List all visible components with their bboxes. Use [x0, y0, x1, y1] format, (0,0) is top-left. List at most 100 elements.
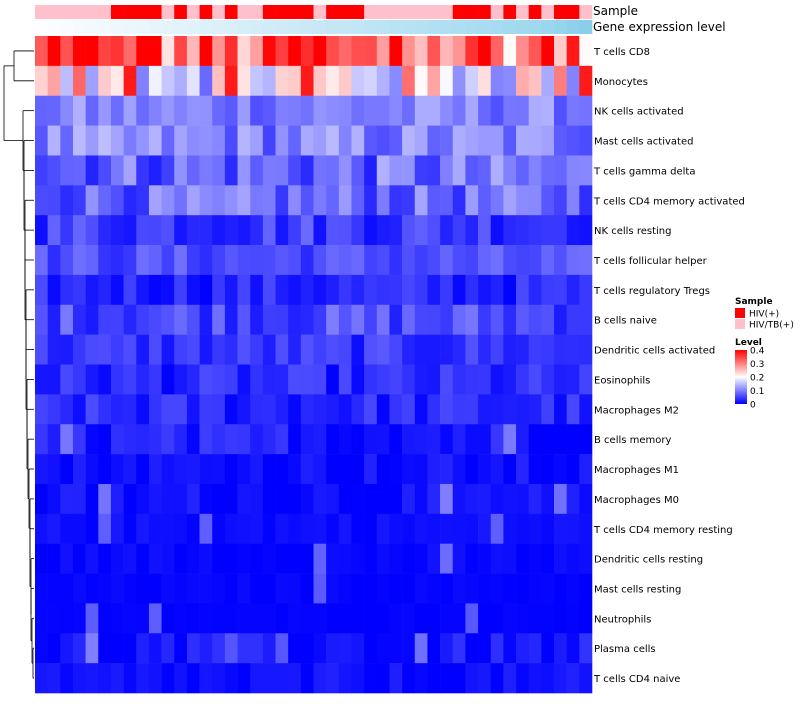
- heatmap-cell: [262, 155, 276, 186]
- heatmap-cell: [174, 65, 188, 97]
- heatmap-cell: [174, 215, 188, 246]
- heatmap-cell: [490, 364, 504, 395]
- heatmap-cell: [148, 215, 162, 246]
- expression-annotation-cell: [174, 20, 188, 34]
- heatmap-cell: [85, 483, 99, 515]
- heatmap-cell: [212, 125, 226, 156]
- heatmap-cell: [136, 65, 150, 97]
- heatmap-cell: [516, 95, 530, 126]
- heatmap-cell: [174, 185, 188, 216]
- heatmap-cell: [528, 454, 542, 485]
- heatmap-cell: [85, 633, 99, 664]
- heatmap-cell: [389, 543, 403, 574]
- heatmap-cell: [364, 543, 378, 574]
- heatmap-cell: [478, 603, 492, 634]
- heatmap-cell: [503, 185, 517, 216]
- heatmap-cell: [351, 215, 365, 246]
- heatmap-cell: [174, 543, 188, 574]
- legend-sample-swatch: [735, 319, 745, 329]
- heatmap-cell: [313, 364, 327, 395]
- heatmap-cell: [224, 36, 238, 67]
- heatmap-cell: [212, 304, 226, 335]
- heatmap-cell: [351, 424, 365, 455]
- heatmap-cell: [186, 513, 200, 544]
- heatmap-cell: [161, 573, 175, 604]
- heatmap-cell: [541, 543, 555, 574]
- heatmap-cell: [326, 245, 340, 276]
- heatmap-cell: [288, 334, 302, 365]
- heatmap-cell: [326, 573, 340, 604]
- expression-annotation-cell: [123, 20, 137, 34]
- sample-annotation-cell: [414, 5, 428, 19]
- heatmap-cell: [174, 603, 188, 634]
- heatmap-cell: [199, 125, 213, 156]
- heatmap-cell: [440, 185, 454, 216]
- heatmap-cell: [554, 215, 567, 246]
- heatmap-cell: [237, 304, 251, 335]
- heatmap-cell: [72, 155, 86, 186]
- heatmap-cell: [389, 633, 403, 664]
- heatmap-cell: [389, 185, 403, 216]
- heatmap-cell: [389, 304, 403, 335]
- heatmap-cell: [224, 633, 238, 664]
- heatmap-cell: [224, 573, 238, 604]
- heatmap-cell: [72, 36, 86, 67]
- heatmap-cell: [110, 274, 124, 306]
- heatmap-cell: [579, 215, 593, 246]
- heatmap-cell: [275, 364, 289, 395]
- expression-annotation-cell: [503, 20, 517, 34]
- heatmap-cell: [490, 543, 504, 574]
- heatmap-cell: [237, 155, 251, 186]
- heatmap-cell: [85, 36, 99, 67]
- heatmap-cell: [516, 663, 530, 694]
- heatmap-cell: [490, 95, 504, 126]
- heatmap-cell: [503, 603, 517, 634]
- heatmap-cell: [516, 483, 530, 515]
- heatmap-cell: [250, 125, 264, 156]
- heatmap-cell: [313, 36, 327, 67]
- heatmap-cell: [313, 543, 327, 574]
- heatmap-cell: [452, 603, 466, 634]
- expression-annotation-cell: [364, 20, 378, 34]
- heatmap-cell: [288, 274, 302, 306]
- sample-annotation-cell: [47, 5, 61, 19]
- heatmap-cell: [98, 155, 112, 186]
- heatmap-cell: [528, 304, 542, 335]
- heatmap-cell: [224, 155, 238, 186]
- heatmap-cell: [262, 95, 276, 126]
- heatmap-cell: [161, 424, 175, 455]
- heatmap-cell: [35, 513, 48, 544]
- heatmap-cell: [300, 454, 314, 485]
- sample-annotation-cell: [541, 5, 555, 19]
- heatmap-cell: [465, 633, 479, 664]
- heatmap-cell: [478, 125, 492, 156]
- heatmap-cell: [541, 36, 555, 67]
- heatmap-cell: [440, 364, 454, 395]
- heatmap-cell: [478, 394, 492, 425]
- sample-annotation-cell: [199, 5, 213, 19]
- heatmap-cell: [554, 633, 567, 664]
- heatmap-cell: [174, 513, 188, 544]
- heatmap-cell: [326, 36, 340, 67]
- heatmap-cell: [275, 334, 289, 365]
- heatmap-cell: [351, 364, 365, 395]
- heatmap-cell: [237, 394, 251, 425]
- heatmap-cell: [161, 215, 175, 246]
- heatmap-cell: [503, 274, 517, 306]
- heatmap-cell: [186, 185, 200, 216]
- heatmap-cell: [364, 633, 378, 664]
- heatmap-cell: [440, 36, 454, 67]
- heatmap-cell: [389, 424, 403, 455]
- heatmap-cell: [364, 424, 378, 455]
- heatmap-cell: [98, 573, 112, 604]
- sample-annotation-cell: [148, 5, 162, 19]
- heatmap-cell: [566, 513, 580, 544]
- heatmap-cell: [60, 334, 74, 365]
- heatmap-cell: [148, 394, 162, 425]
- heatmap-cell: [364, 454, 378, 485]
- heatmap-cell: [427, 274, 441, 306]
- heatmap-cell: [72, 424, 86, 455]
- heatmap-cell: [554, 245, 567, 276]
- heatmap-cell: [237, 125, 251, 156]
